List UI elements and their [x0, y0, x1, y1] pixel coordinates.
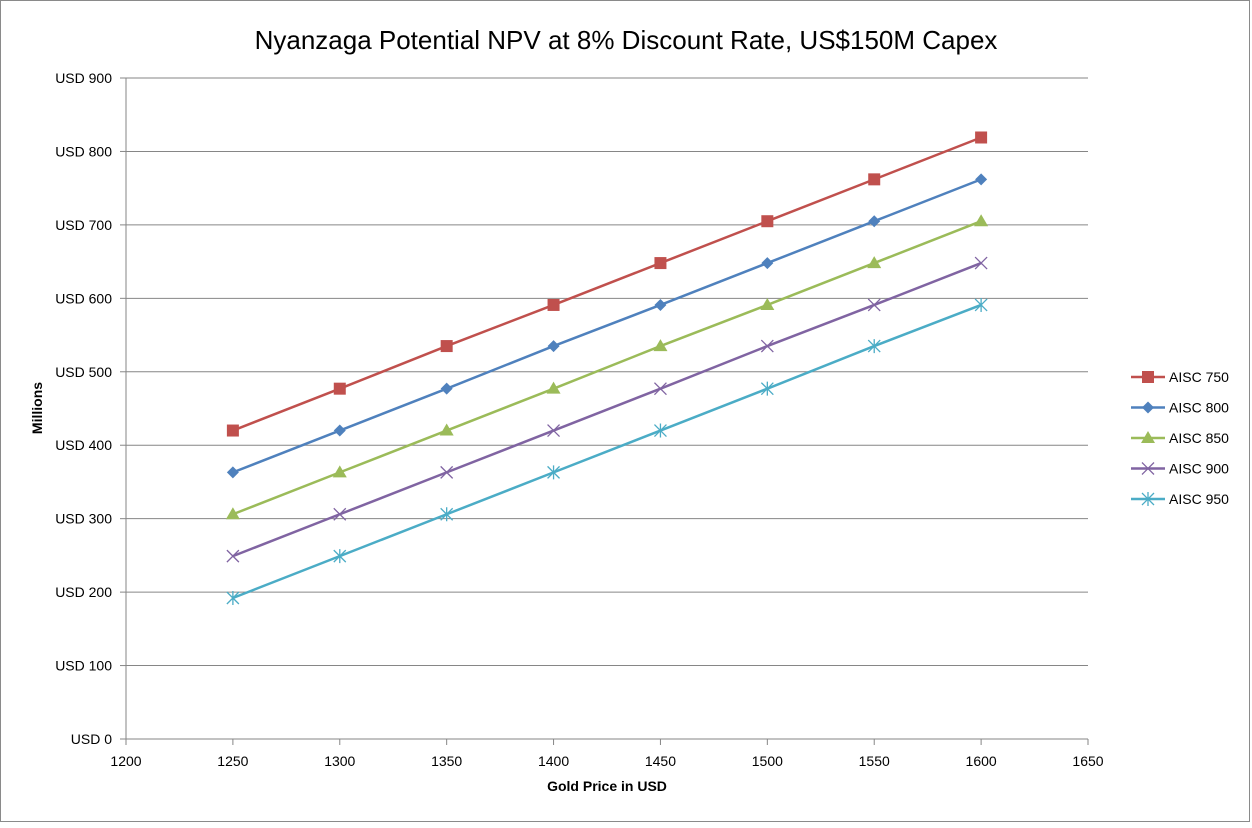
data-point [867, 339, 881, 354]
data-point [867, 256, 882, 269]
data-point [761, 215, 774, 228]
legend-marker [1141, 492, 1155, 506]
data-point [867, 298, 881, 312]
legend-label: AISC 750 [1169, 369, 1229, 385]
series-line [232, 136, 982, 432]
x-tick-label: 1450 [645, 753, 676, 769]
data-point [546, 381, 561, 394]
y-tick-label: USD 700 [55, 217, 112, 233]
y-tick-label: USD 0 [71, 731, 112, 747]
y-tick-label: USD 100 [55, 658, 112, 674]
series-3 [225, 214, 989, 520]
data-point [760, 339, 774, 353]
y-tick-label: USD 200 [55, 584, 112, 600]
x-tick-label: 1200 [110, 753, 141, 769]
data-point [226, 424, 239, 437]
data-point [760, 297, 775, 310]
data-point [547, 298, 560, 311]
data-point [760, 381, 774, 396]
series-line [232, 261, 982, 558]
data-point [653, 382, 667, 396]
data-point [440, 465, 454, 479]
data-point [333, 424, 346, 437]
y-tick-label: USD 400 [55, 437, 112, 453]
series-line [232, 178, 982, 474]
data-point [440, 382, 453, 395]
x-tick-label: 1300 [324, 753, 355, 769]
series-5 [226, 297, 988, 605]
series-line [232, 220, 982, 516]
y-tick-label: USD 500 [55, 364, 112, 380]
series-line [232, 303, 982, 600]
legend-marker [1141, 431, 1155, 443]
y-tick-label: USD 300 [55, 511, 112, 527]
data-point [653, 339, 668, 352]
legend-label: AISC 950 [1169, 491, 1229, 507]
data-point [226, 590, 240, 605]
legend-marker [1142, 401, 1154, 414]
chart-title: Nyanzaga Potential NPV at 8% Discount Ra… [255, 25, 998, 55]
series-2 [226, 173, 988, 479]
gridlines [126, 77, 1088, 667]
data-point [975, 173, 988, 186]
x-tick-label: 1500 [752, 753, 783, 769]
x-tick-label: 1250 [217, 753, 248, 769]
legend-item: AISC 850 [1131, 430, 1229, 446]
data-point [333, 382, 346, 395]
data-point [974, 297, 988, 312]
legend: AISC 750 AISC 800 AISC 850 AISC 900 AISC 950 [1131, 369, 1229, 507]
data-point [974, 214, 989, 227]
data-point [226, 466, 239, 479]
data-point [653, 423, 667, 438]
y-tick-label: USD 600 [55, 290, 112, 306]
data-point [547, 465, 561, 480]
y-tick-label: USD 900 [55, 70, 112, 86]
data-point [332, 465, 347, 478]
data-point [654, 298, 667, 311]
data-point [547, 424, 561, 437]
legend-label: AISC 850 [1169, 430, 1229, 446]
x-tick-label: 1400 [538, 753, 569, 769]
data-point [868, 215, 881, 228]
legend-item: AISC 800 [1131, 400, 1229, 416]
x-tick-label: 1650 [1072, 753, 1103, 769]
y-tick-label: USD 800 [55, 143, 112, 159]
series-lines [225, 131, 989, 605]
data-point [225, 507, 240, 520]
series-4 [226, 256, 988, 563]
legend-label: AISC 800 [1169, 400, 1229, 416]
data-point [868, 173, 881, 186]
data-point [226, 549, 240, 563]
y-axis-title: Millions [29, 382, 45, 434]
series-1 [226, 131, 988, 437]
data-point [547, 340, 560, 353]
data-point [761, 257, 774, 270]
legend-label: AISC 900 [1169, 461, 1229, 477]
legend-item: AISC 900 [1131, 461, 1229, 477]
x-tick-label: 1550 [859, 753, 890, 769]
legend-marker [1141, 462, 1155, 475]
data-point [440, 507, 454, 522]
data-point [440, 340, 453, 353]
data-point [974, 256, 988, 270]
data-point [333, 507, 347, 521]
x-axis-title: Gold Price in USD [547, 778, 667, 794]
data-point [439, 423, 454, 436]
data-point [333, 549, 347, 564]
data-point [975, 131, 988, 144]
axes: USD 0 USD 100 USD 200 USD 300 USD 400 USD 500… [55, 70, 1104, 769]
legend-item: AISC 950 [1131, 491, 1229, 507]
data-point [654, 257, 667, 270]
legend-item: AISC 750 [1131, 369, 1229, 385]
x-tick-label: 1600 [966, 753, 997, 769]
x-tick-label: 1350 [431, 753, 462, 769]
legend-marker [1142, 371, 1154, 383]
